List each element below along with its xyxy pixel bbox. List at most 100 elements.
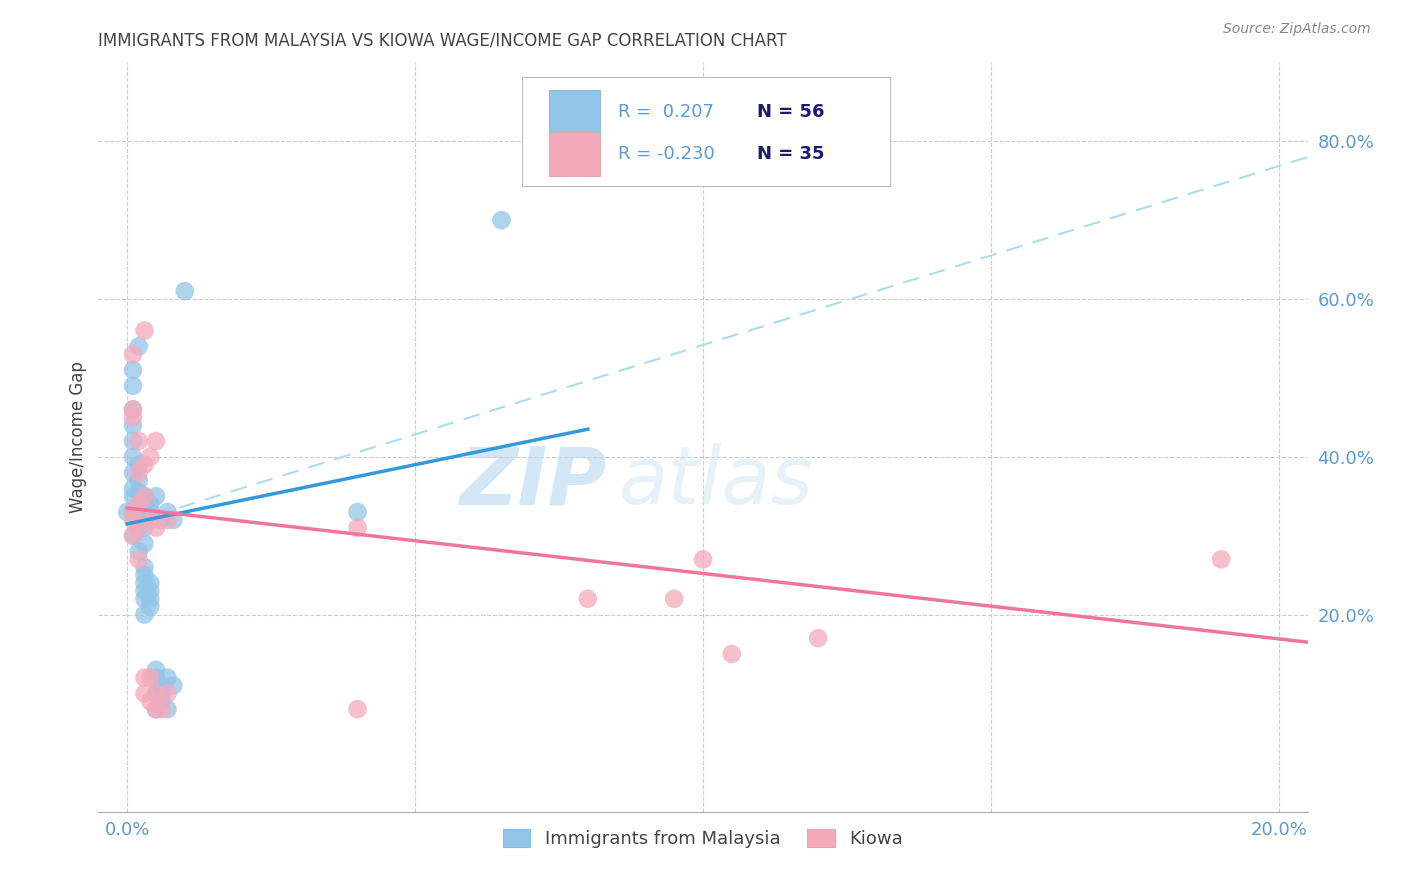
Point	[1211, 552, 1233, 566]
Point	[150, 679, 173, 693]
Point	[128, 497, 150, 511]
Point	[139, 497, 162, 511]
Point	[122, 529, 145, 543]
Point	[134, 568, 156, 582]
Point	[139, 505, 162, 519]
Point	[664, 591, 686, 606]
Point	[150, 686, 173, 700]
Point	[128, 521, 150, 535]
Point	[692, 552, 714, 566]
Text: ZIP: ZIP	[458, 443, 606, 521]
Point	[134, 560, 156, 574]
Point	[134, 583, 156, 598]
Point	[122, 347, 145, 361]
Point	[134, 497, 156, 511]
Point	[128, 552, 150, 566]
Point	[150, 513, 173, 527]
Point	[128, 458, 150, 472]
Point	[122, 489, 145, 503]
Point	[576, 591, 599, 606]
Point	[134, 686, 156, 700]
Point	[122, 505, 145, 519]
Point	[139, 513, 162, 527]
Point	[346, 521, 368, 535]
Point	[139, 576, 162, 591]
Point	[122, 363, 145, 377]
Point	[145, 489, 167, 503]
Point	[139, 591, 162, 606]
Point	[139, 583, 162, 598]
Point	[122, 529, 145, 543]
Point	[145, 671, 167, 685]
Point	[122, 402, 145, 417]
Text: N = 35: N = 35	[758, 145, 825, 163]
Point	[156, 686, 179, 700]
Point	[134, 576, 156, 591]
Point	[156, 513, 179, 527]
Point	[145, 702, 167, 716]
Point	[122, 410, 145, 425]
Point	[145, 434, 167, 448]
Point	[134, 591, 156, 606]
Point	[122, 450, 145, 464]
Point	[491, 213, 513, 227]
Legend: Immigrants from Malaysia, Kiowa: Immigrants from Malaysia, Kiowa	[496, 822, 910, 855]
Point	[134, 458, 156, 472]
Point	[134, 324, 156, 338]
Point	[128, 474, 150, 488]
Point	[122, 402, 145, 417]
Point	[122, 418, 145, 433]
Point	[346, 702, 368, 716]
Point	[128, 521, 150, 535]
Text: N = 56: N = 56	[758, 103, 825, 120]
Point	[128, 434, 150, 448]
Point	[128, 339, 150, 353]
Text: atlas: atlas	[619, 443, 813, 521]
Point	[346, 505, 368, 519]
Point	[173, 284, 195, 298]
Point	[156, 671, 179, 685]
Point	[122, 466, 145, 480]
Point	[145, 686, 167, 700]
Y-axis label: Wage/Income Gap: Wage/Income Gap	[69, 361, 87, 513]
Point	[128, 497, 150, 511]
Point	[134, 607, 156, 622]
Point	[139, 513, 162, 527]
Point	[139, 450, 162, 464]
Point	[128, 505, 150, 519]
Point	[128, 485, 150, 500]
Point	[122, 513, 145, 527]
Text: R = -0.230: R = -0.230	[619, 145, 716, 163]
Point	[162, 513, 184, 527]
Point	[139, 671, 162, 685]
Point	[122, 434, 145, 448]
Text: R =  0.207: R = 0.207	[619, 103, 714, 120]
Point	[150, 702, 173, 716]
Text: Source: ZipAtlas.com: Source: ZipAtlas.com	[1223, 22, 1371, 37]
Text: IMMIGRANTS FROM MALAYSIA VS KIOWA WAGE/INCOME GAP CORRELATION CHART: IMMIGRANTS FROM MALAYSIA VS KIOWA WAGE/I…	[98, 32, 787, 50]
Point	[122, 379, 145, 393]
Point	[162, 679, 184, 693]
Point	[150, 694, 173, 708]
Point	[145, 663, 167, 677]
Point	[134, 489, 156, 503]
Point	[115, 505, 138, 519]
Point	[134, 489, 156, 503]
Point	[128, 544, 150, 558]
Point	[145, 686, 167, 700]
Point	[145, 702, 167, 716]
Point	[156, 702, 179, 716]
Point	[134, 505, 156, 519]
Point	[134, 513, 156, 527]
FancyBboxPatch shape	[550, 90, 600, 133]
FancyBboxPatch shape	[522, 78, 890, 186]
Point	[122, 505, 145, 519]
Point	[122, 481, 145, 495]
Point	[134, 521, 156, 535]
Point	[139, 694, 162, 708]
Point	[720, 647, 742, 661]
FancyBboxPatch shape	[550, 132, 600, 176]
Point	[139, 599, 162, 614]
Point	[134, 536, 156, 550]
Point	[128, 466, 150, 480]
